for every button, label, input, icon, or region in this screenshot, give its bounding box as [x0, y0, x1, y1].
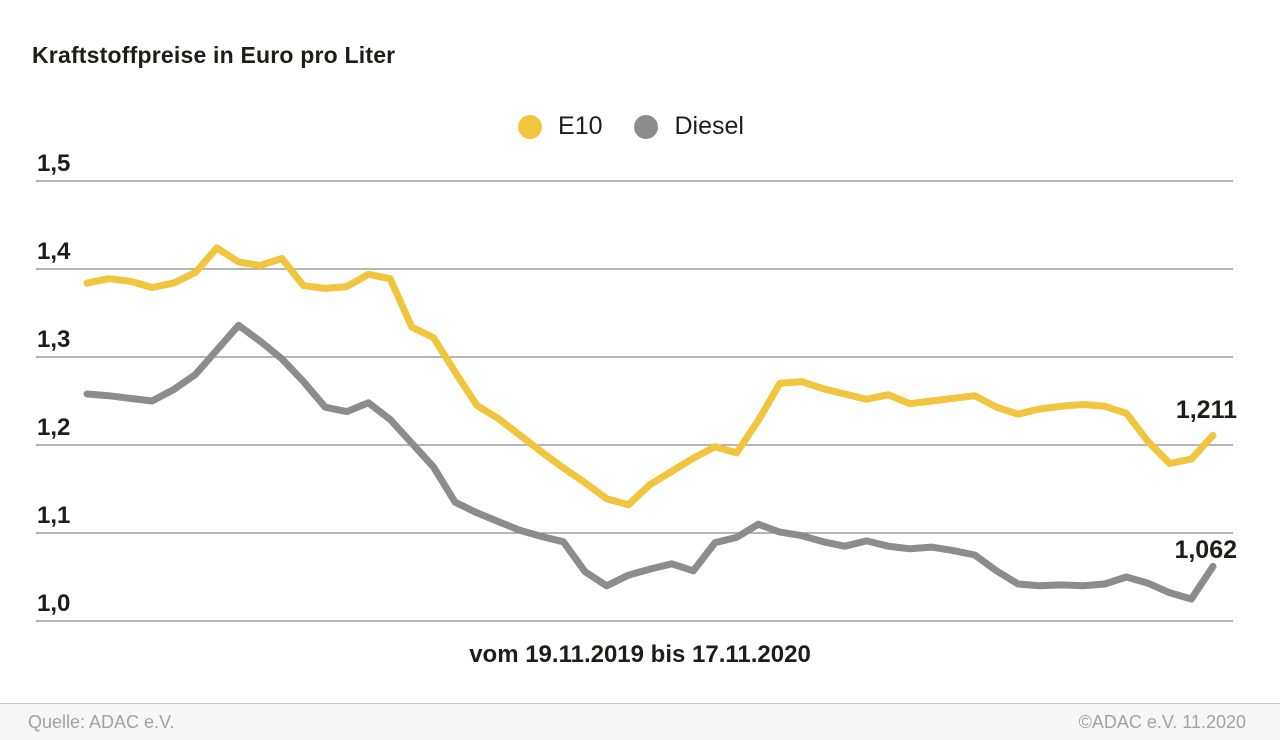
copyright-text: ©ADAC e.V. 11.2020	[1078, 711, 1246, 732]
legend-label-diesel: Diesel	[674, 112, 744, 140]
chart-legend: E10 Diesel	[518, 112, 762, 141]
series-line-e10	[83, 244, 1217, 509]
e10-legend-dot-icon	[518, 114, 543, 139]
diesel-legend-dot-icon	[634, 114, 659, 139]
legend-item-diesel: Diesel	[634, 112, 744, 141]
y-tick-label: 1,1	[37, 502, 71, 529]
y-tick-label: 1,4	[37, 238, 71, 265]
footer-bar: Quelle: ADAC e.V. ©ADAC e.V. 11.2020	[0, 703, 1280, 740]
diesel-end-value-label: 1,062	[1174, 536, 1237, 564]
y-tick-label: 1,0	[37, 590, 71, 617]
y-tick-label: 1,5	[37, 150, 71, 177]
x-axis-caption: vom 19.11.2019 bis 17.11.2020	[469, 641, 811, 668]
source-text: Quelle: ADAC e.V.	[28, 711, 175, 732]
legend-label-e10: E10	[558, 112, 603, 140]
e10-end-value-label: 1,211	[1175, 396, 1237, 424]
series-line-diesel	[83, 321, 1217, 603]
y-tick-label: 1,3	[37, 326, 71, 353]
y-tick-label: 1,2	[37, 414, 71, 441]
page-title: Kraftstoffpreise in Euro pro Liter	[32, 42, 396, 68]
legend-item-e10: E10	[518, 112, 603, 141]
